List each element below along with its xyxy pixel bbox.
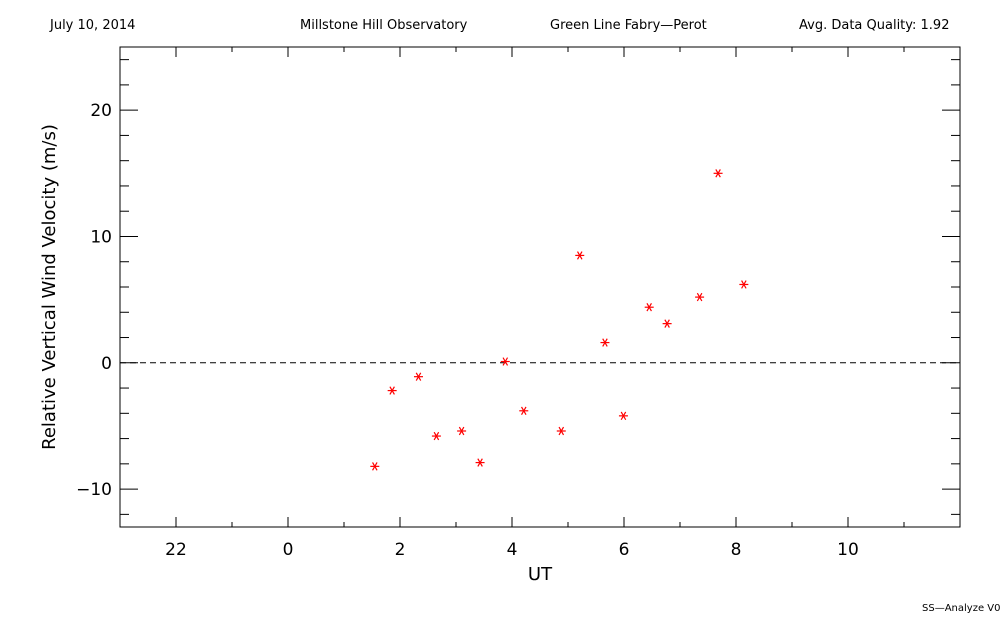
data-point [618,411,628,421]
x-tick-label: 22 [165,540,187,560]
header-date: July 10, 2014 [50,18,136,33]
header-data-quality: Avg. Data Quality: 1.92 [799,18,950,33]
x-tick-label: 10 [837,540,859,560]
data-point [519,406,529,415]
footer-software-version: SS—Analyze V05 [922,603,1000,614]
data-point [413,372,423,381]
x-tick-label: 2 [395,540,406,560]
y-tick-label: 20 [90,101,112,121]
header-observatory: Millstone Hill Observatory [300,18,468,33]
data-point [500,357,510,366]
y-tick-label: 10 [90,227,112,247]
data-point [695,292,705,302]
y-tick-label: −10 [76,480,112,500]
data-point [662,319,672,328]
data-point [475,458,485,467]
y-axis-title: Relative Vertical Wind Velocity (m/s) [39,124,60,450]
data-point [600,338,610,347]
data-point [457,426,467,436]
x-tick-label: 0 [283,540,294,560]
data-point [575,251,585,260]
data-point [739,280,749,289]
x-tick-label: 8 [731,540,742,560]
x-tick-label: 6 [619,540,630,560]
plot-frame [119,46,961,528]
data-point [556,426,566,436]
header-instrument: Green Line Fabry—Perot [550,18,707,33]
y-tick-labels: 20 10 0 −10 [76,101,112,500]
data-point [431,431,441,441]
data-points [370,169,749,471]
x-axis-title: UT [528,564,553,585]
data-point [387,386,397,395]
data-point [644,303,654,312]
data-point [713,169,723,178]
data-point [370,462,380,471]
x-tick-label: 4 [507,540,518,560]
x-tick-labels: 22 0 2 4 6 8 10 [165,540,859,560]
y-tick-label: 0 [101,354,112,374]
axis-ticks [120,47,960,527]
